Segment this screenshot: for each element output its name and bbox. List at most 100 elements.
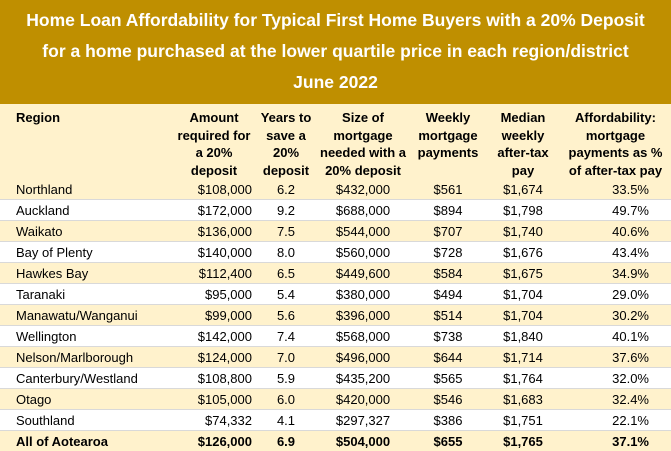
cell-mortgage: $688,000	[316, 200, 410, 221]
table-row: Nelson/Marlborough $124,000 7.0 $496,000…	[0, 347, 671, 368]
cell-mortgage: $504,000	[316, 431, 410, 451]
cell-income: $1,714	[486, 347, 560, 368]
cell-years: 5.9	[256, 368, 316, 389]
cell-amount: $142,000	[172, 326, 256, 347]
cell-afford: 49.7%	[560, 200, 671, 221]
table-row: Southland $74,332 4.1 $297,327 $386 $1,7…	[0, 410, 671, 431]
report-title: Home Loan Affordability for Typical Firs…	[0, 0, 671, 104]
cell-income: $1,798	[486, 200, 560, 221]
cell-income: $1,764	[486, 368, 560, 389]
cell-amount: $105,000	[172, 389, 256, 410]
title-line-1: Home Loan Affordability for Typical Firs…	[0, 5, 671, 36]
cell-years: 6.2	[256, 179, 316, 200]
total-row: All of Aotearoa $126,000 6.9 $504,000 $6…	[0, 431, 671, 451]
table-row: Auckland $172,000 9.2 $688,000 $894 $1,7…	[0, 200, 671, 221]
cell-years: 7.4	[256, 326, 316, 347]
cell-region: Northland	[0, 179, 172, 200]
cell-afford: 29.0%	[560, 284, 671, 305]
cell-afford: 32.0%	[560, 368, 671, 389]
cell-income: $1,751	[486, 410, 560, 431]
cell-mortgage: $435,200	[316, 368, 410, 389]
cell-weekly: $546	[410, 389, 486, 410]
cell-years: 6.5	[256, 263, 316, 284]
cell-afford: 32.4%	[560, 389, 671, 410]
table-row: Canterbury/Westland $108,800 5.9 $435,20…	[0, 368, 671, 389]
cell-amount: $140,000	[172, 242, 256, 263]
cell-income: $1,674	[486, 179, 560, 200]
col-header-years: Years to save a 20% deposit	[256, 104, 316, 179]
cell-region: Bay of Plenty	[0, 242, 172, 263]
header-row: Region Amount required for a 20% deposit…	[0, 104, 671, 179]
cell-afford: 40.6%	[560, 221, 671, 242]
cell-years: 6.0	[256, 389, 316, 410]
cell-amount: $124,000	[172, 347, 256, 368]
cell-income: $1,704	[486, 305, 560, 326]
cell-weekly: $655	[410, 431, 486, 451]
cell-income: $1,840	[486, 326, 560, 347]
cell-income: $1,676	[486, 242, 560, 263]
table-row: Taranaki $95,000 5.4 $380,000 $494 $1,70…	[0, 284, 671, 305]
cell-weekly: $561	[410, 179, 486, 200]
cell-years: 6.9	[256, 431, 316, 451]
cell-income: $1,765	[486, 431, 560, 451]
cell-mortgage: $544,000	[316, 221, 410, 242]
table-row: Manawatu/Wanganui $99,000 5.6 $396,000 $…	[0, 305, 671, 326]
col-header-weekly: Weekly mortgage payments	[410, 104, 486, 179]
cell-weekly: $584	[410, 263, 486, 284]
cell-mortgage: $560,000	[316, 242, 410, 263]
cell-years: 5.4	[256, 284, 316, 305]
title-line-2: for a home purchased at the lower quarti…	[0, 36, 671, 67]
cell-weekly: $707	[410, 221, 486, 242]
cell-weekly: $386	[410, 410, 486, 431]
cell-amount: $108,800	[172, 368, 256, 389]
cell-years: 5.6	[256, 305, 316, 326]
cell-amount: $172,000	[172, 200, 256, 221]
cell-region: Nelson/Marlborough	[0, 347, 172, 368]
title-line-3: June 2022	[0, 67, 671, 98]
cell-weekly: $738	[410, 326, 486, 347]
cell-region: Canterbury/Westland	[0, 368, 172, 389]
affordability-table: Region Amount required for a 20% deposit…	[0, 104, 671, 451]
cell-years: 4.1	[256, 410, 316, 431]
cell-mortgage: $420,000	[316, 389, 410, 410]
cell-amount: $126,000	[172, 431, 256, 451]
cell-region: Waikato	[0, 221, 172, 242]
cell-years: 9.2	[256, 200, 316, 221]
col-header-amount: Amount required for a 20% deposit	[172, 104, 256, 179]
cell-mortgage: $380,000	[316, 284, 410, 305]
cell-afford: 22.1%	[560, 410, 671, 431]
cell-weekly: $728	[410, 242, 486, 263]
cell-years: 7.5	[256, 221, 316, 242]
cell-region: Wellington	[0, 326, 172, 347]
cell-region: Hawkes Bay	[0, 263, 172, 284]
cell-mortgage: $396,000	[316, 305, 410, 326]
cell-amount: $99,000	[172, 305, 256, 326]
cell-weekly: $494	[410, 284, 486, 305]
cell-mortgage: $496,000	[316, 347, 410, 368]
table-row: Waikato $136,000 7.5 $544,000 $707 $1,74…	[0, 221, 671, 242]
cell-region: Southland	[0, 410, 172, 431]
cell-amount: $136,000	[172, 221, 256, 242]
col-header-mortgage: Size of mortgage needed with a 20% depos…	[316, 104, 410, 179]
col-header-income: Median weekly after-tax pay	[486, 104, 560, 179]
cell-afford: 37.1%	[560, 431, 671, 451]
cell-amount: $108,000	[172, 179, 256, 200]
cell-afford: 40.1%	[560, 326, 671, 347]
cell-afford: 37.6%	[560, 347, 671, 368]
table-row: Wellington $142,000 7.4 $568,000 $738 $1…	[0, 326, 671, 347]
cell-afford: 33.5%	[560, 179, 671, 200]
cell-amount: $112,400	[172, 263, 256, 284]
cell-weekly: $565	[410, 368, 486, 389]
table-row: Northland $108,000 6.2 $432,000 $561 $1,…	[0, 179, 671, 200]
cell-mortgage: $449,600	[316, 263, 410, 284]
cell-region: Taranaki	[0, 284, 172, 305]
cell-weekly: $894	[410, 200, 486, 221]
cell-mortgage: $568,000	[316, 326, 410, 347]
cell-mortgage: $297,327	[316, 410, 410, 431]
cell-years: 8.0	[256, 242, 316, 263]
cell-mortgage: $432,000	[316, 179, 410, 200]
cell-region: All of Aotearoa	[0, 431, 172, 451]
cell-income: $1,675	[486, 263, 560, 284]
cell-years: 7.0	[256, 347, 316, 368]
